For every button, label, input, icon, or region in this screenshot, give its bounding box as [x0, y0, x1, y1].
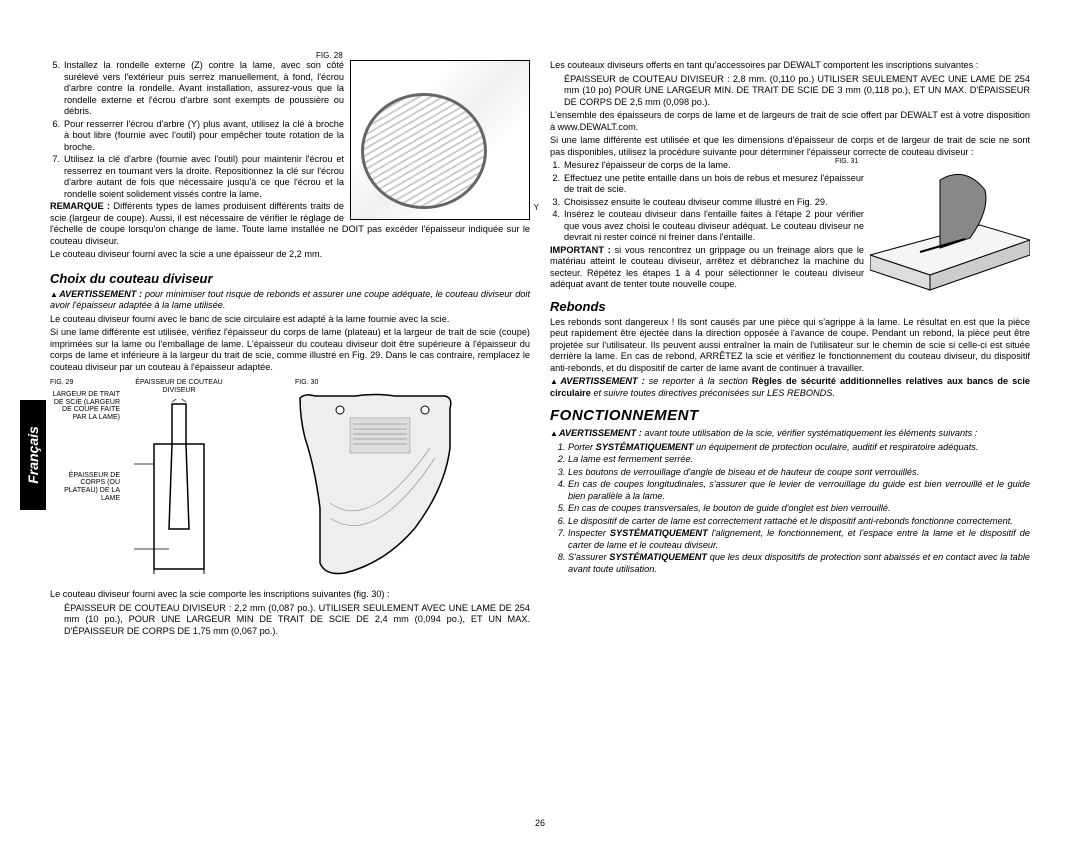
f-item-4: En cas de coupes longitudinales, s'assur… — [568, 479, 1030, 502]
rstep-1: 1.Mesurez l'épaisseur de corps de la lam… — [550, 160, 864, 172]
fig31-diagram — [870, 160, 1030, 310]
step-7: 7. Utilisez la clé d'arbre (fournie avec… — [50, 154, 344, 200]
page-number: 26 — [0, 818, 1080, 828]
important-label: IMPORTANT : — [550, 245, 611, 255]
f-item-6: Le dispositif de carter de lame est corr… — [568, 516, 1030, 528]
f-item-3: Les boutons de verrouillage d'angle de b… — [568, 467, 1030, 479]
warning-2: AVERTISSEMENT : se reporter à la section… — [550, 376, 1030, 399]
heading-choix: Choix du couteau diviseur — [50, 271, 530, 287]
language-tab-text: Français — [25, 426, 41, 484]
figure-30: FIG. 30 — [295, 379, 530, 579]
rstep-4-text: Insérez le couteau diviseur dans l'entai… — [564, 209, 864, 244]
figure-row: FIG. 29 LARGEUR DE TRAIT DE SCIE (LARGEU… — [50, 379, 530, 579]
p-reb1: Les rebonds sont dangereux ! Ils sont ca… — [550, 317, 1030, 375]
p-spec2: ÉPAISSEUR de COUTEAU DIVISEUR : 2,8 mm. … — [550, 74, 1030, 109]
p-silame: Si une lame différente est utilisée et q… — [550, 135, 1030, 158]
fig29-left1: LARGEUR DE TRAIT DE SCIE (LARGEUR DE COU… — [50, 391, 120, 422]
fig29-label: FIG. 29 — [50, 379, 120, 387]
fig29-top: ÉPAISSEUR DE COUTEAU DIVISEUR — [124, 379, 234, 394]
fig30-label: FIG. 30 — [295, 379, 530, 388]
f-item-7: Inspecter SYSTÉMATIQUEMENT l'alignement,… — [568, 528, 1030, 551]
fig30-diagram — [295, 388, 455, 578]
p-couteau1: Le couteau diviseur fourni avec le banc … — [50, 314, 530, 326]
fig28-label: FIG. 28 — [316, 51, 343, 61]
p-spec: ÉPAISSEUR DE COUTEAU DIVISEUR : 2,2 mm (… — [50, 603, 530, 638]
content-columns: FIG. 28 Y 5. Installez la rondelle exter… — [50, 60, 1030, 816]
step-5: 5. Installez la rondelle externe (Z) con… — [50, 60, 344, 118]
p-intro: Les couteaux diviseurs offerts en tant q… — [550, 60, 1030, 72]
rstep-2: 2.Effectuez une petite entaille dans un … — [550, 173, 864, 196]
step-5-text: Installez la rondelle externe (Z) contre… — [64, 60, 344, 118]
manual-page: Français FIG. 28 Y 5. Installez la ronde… — [0, 0, 1080, 846]
figure-29: FIG. 29 LARGEUR DE TRAIT DE SCIE (LARGEU… — [50, 379, 285, 579]
right-column: Les couteaux diviseurs offerts en tant q… — [550, 60, 1030, 816]
step-6-text: Pour resserrer l'écrou d'arbre (Y) plus … — [64, 119, 344, 154]
p-couteau2: Si une lame différente est utilisée, vér… — [50, 327, 530, 373]
figure-28: FIG. 28 Y — [350, 60, 530, 220]
warning-3-label: AVERTISSEMENT : — [550, 428, 642, 438]
language-tab: Français — [20, 400, 46, 510]
rstep-3-text: Choisissez ensuite le couteau diviseur c… — [564, 197, 864, 209]
rstep-3: 3.Choisissez ensuite le couteau diviseur… — [550, 197, 864, 209]
p-inscriptions: Le couteau diviseur fourni avec la scie … — [50, 589, 530, 601]
f-item-5: En cas de coupes transversales, le bouto… — [568, 503, 1030, 515]
warning-1-label: AVERTISSEMENT : — [50, 289, 142, 299]
remark-label: REMARQUE : — [50, 201, 110, 211]
f-item-2: La lame est fermement serrée. — [568, 454, 1030, 466]
left-column: FIG. 28 Y 5. Installez la rondelle exter… — [50, 60, 530, 816]
warning-1: AVERTISSEMENT : pour minimiser tout risq… — [50, 289, 530, 312]
heading-fonctionnement: FONCTIONNEMENT — [550, 407, 1030, 426]
warning-2a: se reporter à la section — [649, 376, 752, 386]
after-remark: Le couteau diviseur fourni avec la scie … — [50, 249, 530, 261]
p-ensemble: L'ensemble des épaisseurs de corps de la… — [550, 110, 1030, 133]
fig29-diagram — [124, 399, 234, 579]
warning-2c: et suivre toutes directives préconisées … — [591, 388, 835, 398]
rstep-2-text: Effectuez une petite entaille dans un bo… — [564, 173, 864, 196]
warning-3-text: avant toute utilisation de la scie, véri… — [644, 428, 977, 438]
fig29-left2: ÉPAISSEUR DE CORPS (OU PLATEAU) DE LA LA… — [50, 472, 120, 503]
figure-31: FIG. 31 — [870, 160, 1030, 310]
fonctionnement-list: Porter SYSTÉMATIQUEMENT un équipement de… — [550, 442, 1030, 576]
rstep-4: 4.Insérez le couteau diviseur dans l'ent… — [550, 209, 864, 244]
f-item-1: Porter SYSTÉMATIQUEMENT un équipement de… — [568, 442, 1030, 454]
warning-3: AVERTISSEMENT : avant toute utilisation … — [550, 428, 1030, 440]
fig31-label: FIG. 31 — [835, 158, 858, 167]
f-item-8: S'assurer SYSTÉMATIQUEMENT que les deux … — [568, 552, 1030, 575]
warning-2-label: AVERTISSEMENT : — [550, 376, 645, 386]
step-7-text: Utilisez la clé d'arbre (fournie avec l'… — [64, 154, 344, 200]
rstep-1-text: Mesurez l'épaisseur de corps de la lame. — [564, 160, 864, 172]
step-6: 6. Pour resserrer l'écrou d'arbre (Y) pl… — [50, 119, 344, 154]
fig28-y-label: Y — [534, 203, 539, 213]
